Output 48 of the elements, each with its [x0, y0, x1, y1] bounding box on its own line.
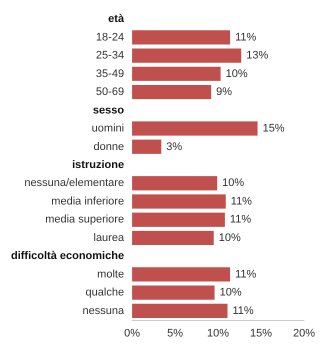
bar	[132, 66, 221, 81]
y-tick-label: istruzione	[72, 159, 124, 171]
y-tick-label: 35-49	[96, 68, 124, 80]
y-tick-label: media superiore	[45, 214, 124, 226]
bar	[132, 140, 162, 154]
bar	[132, 30, 230, 44]
data-label: 10%	[222, 177, 244, 190]
y-tick-label: 25-34	[96, 50, 124, 62]
data-label: 9%	[216, 86, 232, 98]
data-label: 11%	[235, 31, 256, 44]
data-label: 13%	[246, 50, 268, 62]
bar	[132, 121, 258, 136]
x-tick-label: 0%	[124, 328, 140, 340]
bar	[132, 48, 242, 63]
data-label: 10%	[226, 68, 248, 80]
x-tick-label: 15%	[250, 328, 272, 340]
y-tick-label: nessuna/elementare	[24, 177, 124, 190]
x-tick-label: 20%	[292, 328, 316, 340]
data-label: 11%	[232, 304, 254, 317]
data-label: 3%	[166, 140, 182, 153]
y-tick-label: età	[108, 13, 125, 26]
x-tick-label: 10%	[207, 328, 230, 340]
y-tick-label: 18-24	[96, 31, 124, 44]
y-tick-label: uomini	[92, 122, 124, 135]
y-tick-label: sesso	[92, 104, 124, 116]
y-tick-label: laurea	[93, 232, 125, 244]
data-label: 10%	[218, 232, 241, 244]
y-tick-label: media inferiore	[51, 195, 124, 208]
data-label: 10%	[220, 286, 242, 299]
y-tick-label: qualche	[86, 286, 124, 299]
data-label: 11%	[230, 195, 252, 208]
y-tick-label: donne	[93, 140, 124, 153]
y-tick-label: difficoltà economiche	[10, 250, 124, 262]
bar	[132, 304, 228, 318]
y-tick-label: nessuna	[82, 304, 125, 317]
bar	[132, 176, 218, 190]
bar	[132, 212, 225, 227]
data-label: 11%	[230, 214, 252, 226]
bar	[132, 84, 212, 100]
bar	[132, 194, 226, 209]
x-tick-label: 5%	[167, 328, 184, 340]
y-tick-label: 50-69	[96, 86, 124, 98]
bar	[132, 267, 230, 282]
bar	[132, 230, 214, 246]
y-tick-label: molte	[97, 268, 124, 280]
data-label: 11%	[235, 268, 256, 280]
bar	[132, 286, 215, 300]
data-label: 15%	[262, 122, 285, 135]
